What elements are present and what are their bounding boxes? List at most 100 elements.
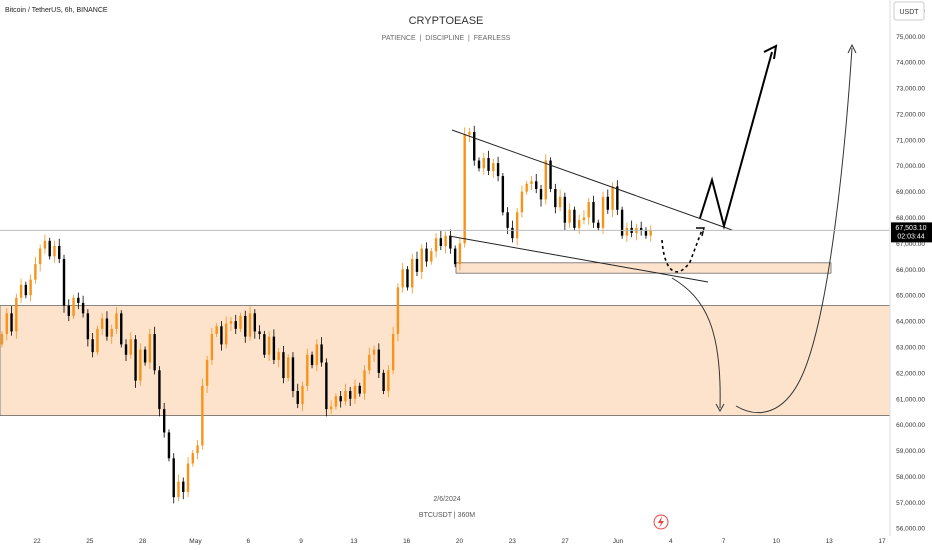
support-zone [455, 262, 832, 274]
lower-trendline [448, 235, 709, 283]
currency-selector[interactable]: USDT [893, 1, 925, 21]
candle [72, 294, 75, 320]
candle [177, 474, 180, 502]
candle [401, 263, 404, 293]
watermark-pair: BTCUSDT | 360M [419, 512, 475, 519]
candle [420, 244, 423, 280]
projection-path-drop [671, 277, 721, 409]
candle [158, 366, 161, 417]
y-axis[interactable]: 56,000.00 57,000.00 58,000.00 59,000.00 60,0… [889, 0, 925, 536]
candle [344, 383, 347, 406]
candle [244, 310, 247, 343]
candle [649, 225, 652, 242]
candle [224, 316, 228, 349]
candle [91, 332, 94, 358]
recovery-arrow-head [847, 43, 857, 54]
candle [115, 307, 118, 335]
candle [258, 325, 261, 340]
candle [611, 182, 614, 217]
candle [162, 402, 166, 438]
annotations [448, 43, 857, 530]
y-tick-label: 59,000.00 [896, 448, 925, 455]
y-tick-label: 56,000.00 [896, 526, 925, 533]
y-tick-label: 67,000.00 [896, 241, 925, 248]
candle [577, 214, 581, 235]
y-tick-label: 58,000.00 [896, 474, 925, 481]
candle [468, 127, 471, 142]
candle [406, 266, 409, 291]
candle [549, 157, 552, 193]
x-axis[interactable]: 22 25 28 May 6 9 13 16 20 23 27 Jun 4 7 10 13 17 [33, 538, 886, 545]
candle [597, 219, 600, 231]
candle [148, 328, 152, 369]
x-tick-label: 16 [403, 538, 411, 545]
candle [573, 206, 576, 231]
candle [105, 311, 109, 341]
candle [205, 355, 209, 394]
price-badge-countdown: 02:03:44 [897, 233, 924, 240]
projection-path-recovery [735, 47, 853, 414]
drop-arrow-head [715, 403, 725, 413]
candle [282, 345, 285, 384]
currency-label: USDT [899, 9, 919, 16]
candle [477, 157, 481, 172]
candle [234, 314, 237, 335]
lightning-icon[interactable] [653, 514, 669, 530]
candle [29, 274, 32, 302]
candle [544, 154, 547, 205]
candle [38, 244, 42, 272]
dip-arrow-head [696, 227, 705, 237]
candle [287, 354, 290, 382]
candle [291, 352, 295, 398]
candle [139, 343, 142, 386]
candle [496, 156, 500, 182]
candle [630, 220, 633, 238]
candle [15, 293, 18, 339]
x-tick-label: 28 [139, 538, 147, 545]
x-tick-label: 10 [773, 538, 781, 545]
candle [587, 197, 590, 225]
candle [191, 450, 194, 467]
candle [81, 295, 85, 318]
y-tick-label: 64,000.00 [896, 319, 925, 326]
candle [267, 331, 271, 361]
candle [525, 180, 528, 195]
candle [100, 313, 104, 336]
candle [434, 233, 438, 258]
candle [520, 185, 524, 218]
breakout-arrow-head [763, 44, 778, 60]
candle [320, 337, 323, 367]
symbol-label: Bitcoin / TetherUS, 6h, BINANCE [5, 7, 108, 14]
candle [24, 281, 28, 299]
x-tick-label: 17 [878, 538, 886, 545]
candle [5, 308, 8, 341]
y-tick-label: 61,000.00 [896, 396, 925, 403]
candle [129, 331, 132, 359]
candle [86, 309, 90, 347]
candle [43, 234, 47, 254]
candle [635, 223, 638, 241]
candle [58, 238, 61, 264]
candle [310, 351, 314, 369]
candle [277, 348, 280, 368]
candle [272, 329, 276, 365]
candle [77, 292, 80, 310]
candles [0, 125, 652, 504]
x-tick-label: May [189, 538, 202, 545]
candle [616, 180, 619, 215]
candle [554, 183, 557, 214]
candle [263, 330, 266, 358]
x-tick-label: 4 [669, 538, 673, 545]
candle [644, 227, 648, 239]
candle [439, 230, 443, 251]
candle [96, 325, 99, 356]
projection-path-breakout [699, 51, 773, 230]
watermark-date: 2/6/2024 [433, 496, 460, 503]
candle [120, 310, 123, 348]
x-tick-label: Jun [613, 538, 624, 545]
y-tick-label: 70,000.00 [896, 163, 925, 170]
y-tick-label: 57,000.00 [896, 500, 925, 507]
candle [487, 150, 490, 176]
candle [196, 440, 199, 460]
